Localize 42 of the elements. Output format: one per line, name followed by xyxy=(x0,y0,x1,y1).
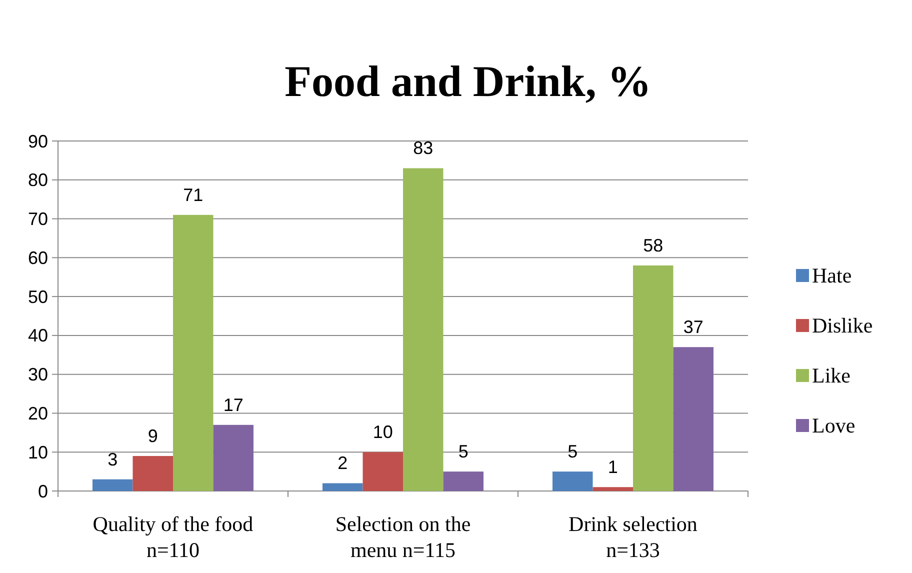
data-label: 10 xyxy=(372,422,393,442)
bar xyxy=(322,483,363,491)
legend-label: Dislike xyxy=(812,313,873,338)
bar xyxy=(552,472,593,491)
data-label: 5 xyxy=(458,442,468,462)
y-tick-label: 0 xyxy=(38,481,48,502)
bar xyxy=(443,472,484,491)
bar xyxy=(132,456,173,491)
y-tick-label: 50 xyxy=(28,286,48,307)
x-tick-label: Quality of the food n=110 xyxy=(92,512,254,562)
y-tick-label: 70 xyxy=(28,209,48,230)
data-label: 58 xyxy=(643,235,664,256)
bar xyxy=(362,452,403,491)
data-label: 83 xyxy=(413,138,434,158)
data-label: 9 xyxy=(148,426,158,446)
y-tick-label: 60 xyxy=(28,248,48,268)
y-tick-label: 20 xyxy=(28,404,48,424)
legend-label: Like xyxy=(812,363,850,388)
bar xyxy=(673,347,714,491)
data-label: 37 xyxy=(683,317,704,338)
legend-label: Love xyxy=(812,413,856,438)
y-tick-label: 90 xyxy=(28,131,48,152)
data-label: 2 xyxy=(338,453,348,474)
bar xyxy=(213,424,254,491)
y-tick-label: 80 xyxy=(28,170,48,190)
x-tick-label: Drink selection n=133 xyxy=(568,512,698,562)
y-tick-label: 40 xyxy=(28,326,48,346)
chart-title: Food and Drink, % xyxy=(284,57,652,106)
y-tick-label: 10 xyxy=(28,442,48,462)
x-tick-label: Selection on the menu n=115 xyxy=(335,512,471,562)
bar xyxy=(592,487,633,491)
bar xyxy=(403,168,444,491)
bar xyxy=(633,265,674,491)
legend-label: Hate xyxy=(812,263,852,288)
data-label: 71 xyxy=(183,184,204,205)
data-label: 3 xyxy=(108,449,118,470)
y-tick-label: 30 xyxy=(28,364,48,385)
bar xyxy=(92,479,133,491)
bar xyxy=(173,214,214,491)
data-label: 1 xyxy=(608,457,618,478)
data-label: 17 xyxy=(223,394,244,415)
data-label: 5 xyxy=(568,442,578,462)
